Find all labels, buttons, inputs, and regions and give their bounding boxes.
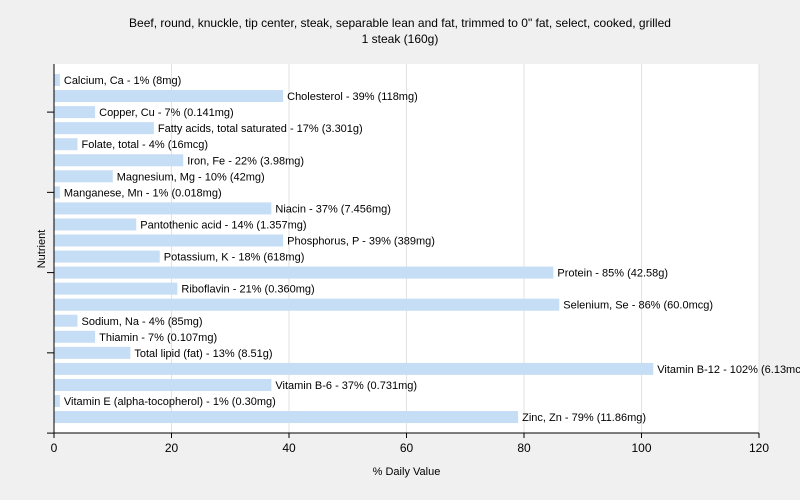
- bar-label-13: Protein - 85% (42.58g): [557, 268, 668, 280]
- bar-label-18: Total lipid (fat) - 13% (8.51g): [134, 348, 272, 360]
- x-tick-label-6: 120: [749, 441, 769, 455]
- x-tick-label-3: 60: [400, 441, 414, 455]
- bar-label-22: Zinc, Zn - 79% (11.86mg): [522, 412, 646, 424]
- bar-5: [54, 138, 78, 151]
- bar-14: [54, 282, 178, 295]
- bar-label-2: Cholesterol - 39% (118mg): [287, 91, 418, 103]
- bar-label-19: Vitamin B-12 - 102% (6.13mcg): [657, 364, 800, 376]
- bar-label-14: Riboflavin - 21% (0.360mg): [181, 284, 314, 296]
- bar-10: [54, 218, 137, 231]
- x-tick-label-0: 0: [51, 441, 58, 455]
- bar-21: [54, 395, 60, 407]
- bar-1: [54, 74, 60, 86]
- x-tick-label-1: 20: [165, 441, 179, 455]
- bar-18: [54, 346, 131, 359]
- bar-label-7: Magnesium, Mg - 10% (42mg): [117, 171, 265, 183]
- bar-label-20: Vitamin B-6 - 37% (0.731mg): [275, 380, 417, 392]
- bar-label-8: Manganese, Mn - 1% (0.018mg): [64, 187, 222, 199]
- bar-12: [54, 250, 160, 263]
- x-tick-label-2: 40: [282, 441, 296, 455]
- bar-label-12: Potassium, K - 18% (618mg): [164, 252, 305, 264]
- bar-6: [54, 154, 184, 167]
- bar-label-11: Phosphorus, P - 39% (389mg): [287, 236, 435, 248]
- chart-title: Beef, round, knuckle, tip center, steak,…: [129, 16, 671, 30]
- bar-8: [54, 186, 60, 199]
- bar-label-15: Selenium, Se - 86% (60.0mcg): [563, 300, 713, 312]
- bar-22: [54, 411, 519, 424]
- bar-label-6: Iron, Fe - 22% (3.98mg): [187, 155, 304, 167]
- bar-label-9: Niacin - 37% (7.456mg): [275, 203, 391, 215]
- bar-label-16: Sodium, Na - 4% (85mg): [82, 316, 203, 328]
- bar-label-1: Calcium, Ca - 1% (8mg): [64, 75, 181, 87]
- bar-9: [54, 202, 272, 215]
- bar-3: [54, 106, 96, 119]
- chart-subtitle: 1 steak (160g): [361, 32, 439, 46]
- bar-label-21: Vitamin E (alpha-tocopherol) - 1% (0.30m…: [64, 396, 276, 408]
- bar-11: [54, 234, 284, 247]
- x-tick-label-5: 100: [631, 441, 651, 455]
- bar-label-10: Pantothenic acid - 14% (1.357mg): [140, 219, 306, 231]
- bar-17: [54, 330, 96, 343]
- bar-4: [54, 122, 154, 135]
- y-axis-label: Nutrient: [36, 229, 48, 269]
- bar-16: [54, 314, 78, 327]
- bar-7: [54, 170, 113, 183]
- bar-2: [54, 90, 284, 103]
- bar-label-4: Fatty acids, total saturated - 17% (3.30…: [158, 123, 363, 135]
- bar-20: [54, 378, 272, 391]
- bar-13: [54, 266, 554, 279]
- x-tick-label-4: 80: [517, 441, 531, 455]
- bar-15: [54, 298, 560, 311]
- bar-label-17: Thiamin - 7% (0.107mg): [99, 332, 217, 344]
- x-axis-label: % Daily Value: [372, 466, 441, 478]
- bar-19: [54, 362, 654, 375]
- bar-label-3: Copper, Cu - 7% (0.141mg): [99, 107, 234, 119]
- bar-label-5: Folate, total - 4% (16mcg): [82, 139, 209, 151]
